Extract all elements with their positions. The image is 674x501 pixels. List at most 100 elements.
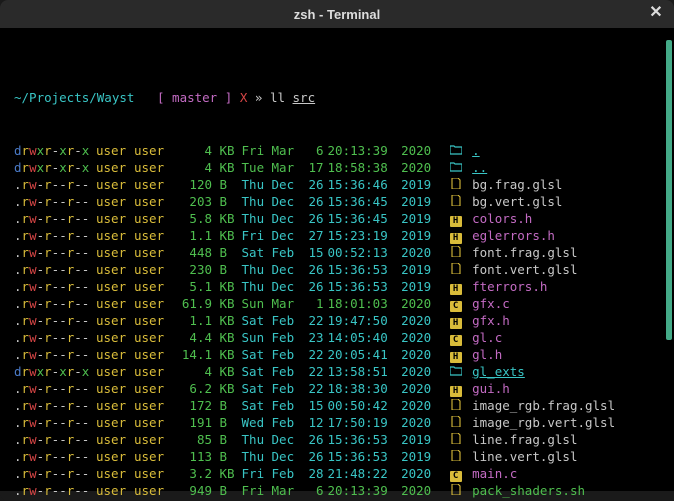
c-file-icon: C [447, 465, 465, 482]
size: 4.4 [174, 329, 212, 346]
perm: .rw-r--r-- [14, 295, 96, 312]
window-title: zsh - Terminal [294, 7, 380, 22]
weekday: Sat [242, 380, 272, 397]
month: Dec [272, 227, 302, 244]
size-unit: KB [220, 363, 242, 380]
weekday: Sun [242, 329, 272, 346]
size: 172 [174, 397, 212, 414]
group: user [134, 176, 174, 193]
mday: 12 [302, 414, 324, 431]
size-unit: B [220, 482, 242, 499]
filename: gui.h [472, 381, 510, 396]
size-unit: KB [220, 346, 242, 363]
weekday: Thu [242, 210, 272, 227]
table-row: drwxr-xr-xuseruser4 KBSatFeb2213:58:51 2… [14, 363, 668, 380]
weekday: Tue [242, 159, 272, 176]
owner: user [96, 312, 134, 329]
month: Mar [272, 142, 302, 159]
size: 191 [174, 414, 212, 431]
group: user [134, 329, 174, 346]
weekday: Sat [242, 346, 272, 363]
weekday: Wed [242, 414, 272, 431]
file-icon [447, 431, 465, 448]
year: 2019 [401, 176, 439, 193]
file-icon [447, 261, 465, 278]
group: user [134, 193, 174, 210]
group: user [134, 346, 174, 363]
size: 3.2 [174, 465, 212, 482]
branch-name: master [165, 90, 225, 105]
file-icon [447, 448, 465, 465]
scrollbar[interactable] [666, 40, 672, 340]
mday: 26 [302, 176, 324, 193]
month: Mar [272, 159, 302, 176]
filename: font.vert.glsl [472, 262, 577, 277]
perm: .rw-r--r-- [14, 227, 96, 244]
file-icon [447, 193, 465, 210]
weekday: Fri [242, 142, 272, 159]
weekday: Thu [242, 261, 272, 278]
mday: 26 [302, 448, 324, 465]
filename: pack_shaders.sh [472, 483, 585, 498]
filename: gfx.c [472, 296, 510, 311]
filename: line.frag.glsl [472, 432, 577, 447]
size: 113 [174, 448, 212, 465]
owner: user [96, 244, 134, 261]
weekday: Thu [242, 448, 272, 465]
mday: 26 [302, 261, 324, 278]
year: 2020 [401, 312, 439, 329]
mday: 22 [302, 380, 324, 397]
table-row: drwxr-xr-xuseruser4 KBTueMar1718:58:38 2… [14, 159, 668, 176]
month: Dec [272, 210, 302, 227]
table-row: .rw-r--r--useruser6.2 KBSatFeb2218:38:30… [14, 380, 668, 397]
year: 2020 [401, 244, 439, 261]
owner: user [96, 159, 134, 176]
year: 2019 [401, 261, 439, 278]
filename: . [472, 143, 480, 158]
table-row: .rw-r--r--useruser4.4 KBSunFeb2314:05:40… [14, 329, 668, 346]
titlebar[interactable]: zsh - Terminal ✕ [0, 0, 674, 28]
mday: 15 [302, 397, 324, 414]
owner: user [96, 380, 134, 397]
filename: image_rgb.vert.glsl [472, 415, 615, 430]
file-icon [447, 244, 465, 261]
size: 4 [174, 142, 212, 159]
year: 2020 [401, 346, 439, 363]
month: Dec [272, 261, 302, 278]
table-row: .rw-r--r--useruser172 BSatFeb1500:50:42 … [14, 397, 668, 414]
weekday: Thu [242, 176, 272, 193]
group: user [134, 380, 174, 397]
weekday: Sun [242, 295, 272, 312]
mday: 15 [302, 244, 324, 261]
filename: image_rgb.frag.glsl [472, 398, 615, 413]
filename: main.c [472, 466, 517, 481]
owner: user [96, 278, 134, 295]
size-unit: KB [220, 380, 242, 397]
folder-icon [447, 363, 465, 380]
perm: .rw-r--r-- [14, 261, 96, 278]
close-icon[interactable]: ✕ [646, 3, 666, 23]
header-icon: H [447, 380, 465, 397]
weekday: Sat [242, 244, 272, 261]
group: user [134, 431, 174, 448]
filename: gl.h [472, 347, 502, 362]
filename: gfx.h [472, 313, 510, 328]
mday: 22 [302, 346, 324, 363]
table-row: .rw-r--r--useruser120 BThuDec2615:36:46 … [14, 176, 668, 193]
terminal-body[interactable]: ~/Projects/Wayst [ master ] X » ll src d… [0, 28, 674, 491]
header-icon: H [447, 227, 465, 244]
size: 120 [174, 176, 212, 193]
time: 20:13:39 [324, 482, 394, 499]
owner: user [96, 176, 134, 193]
month: Feb [272, 363, 302, 380]
weekday: Thu [242, 278, 272, 295]
filename: line.vert.glsl [472, 449, 577, 464]
size: 61.9 [174, 295, 212, 312]
perm: .rw-r--r-- [14, 346, 96, 363]
group: user [134, 414, 174, 431]
table-row: .rw-r--r--useruser5.1 KBThuDec2615:36:53… [14, 278, 668, 295]
year: 2019 [401, 278, 439, 295]
size-unit: KB [220, 142, 242, 159]
time: 15:36:53 [324, 431, 394, 448]
mday: 26 [302, 210, 324, 227]
